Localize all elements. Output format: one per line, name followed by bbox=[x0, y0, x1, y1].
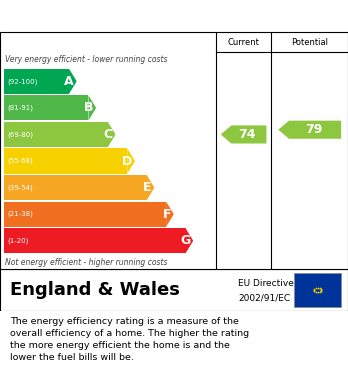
Text: D: D bbox=[122, 154, 132, 168]
Text: Very energy efficient - lower running costs: Very energy efficient - lower running co… bbox=[5, 54, 168, 63]
Polygon shape bbox=[147, 175, 155, 200]
Text: (81-91): (81-91) bbox=[7, 105, 33, 111]
Polygon shape bbox=[278, 121, 341, 139]
Text: (1-20): (1-20) bbox=[7, 237, 28, 244]
Text: Energy Efficiency Rating: Energy Efficiency Rating bbox=[9, 9, 211, 23]
Bar bbox=[4, 149, 127, 174]
Bar bbox=[4, 202, 166, 227]
Text: (55-68): (55-68) bbox=[7, 158, 33, 164]
Bar bbox=[4, 122, 108, 147]
Text: C: C bbox=[104, 128, 113, 141]
Polygon shape bbox=[88, 95, 96, 120]
Text: (21-38): (21-38) bbox=[7, 211, 33, 217]
Text: A: A bbox=[64, 75, 74, 88]
Polygon shape bbox=[69, 69, 77, 94]
Text: Current: Current bbox=[228, 38, 260, 47]
Bar bbox=[4, 95, 88, 120]
Polygon shape bbox=[127, 149, 135, 174]
Polygon shape bbox=[108, 122, 116, 147]
Text: 79: 79 bbox=[306, 123, 323, 136]
Text: B: B bbox=[84, 101, 93, 115]
Bar bbox=[4, 69, 69, 94]
Text: 74: 74 bbox=[238, 128, 255, 141]
Polygon shape bbox=[221, 126, 267, 143]
Text: (69-80): (69-80) bbox=[7, 131, 33, 138]
Text: E: E bbox=[143, 181, 152, 194]
Text: (39-54): (39-54) bbox=[7, 185, 33, 191]
Text: F: F bbox=[163, 208, 171, 221]
Bar bbox=[294, 273, 341, 307]
Polygon shape bbox=[185, 228, 193, 253]
Polygon shape bbox=[166, 202, 174, 227]
Bar bbox=[4, 175, 147, 200]
Bar bbox=[4, 228, 185, 253]
Text: Potential: Potential bbox=[291, 38, 328, 47]
Text: (92-100): (92-100) bbox=[7, 78, 37, 84]
Text: 2002/91/EC: 2002/91/EC bbox=[238, 293, 291, 302]
Text: EU Directive: EU Directive bbox=[238, 279, 294, 288]
Text: Not energy efficient - higher running costs: Not energy efficient - higher running co… bbox=[5, 258, 168, 267]
Text: G: G bbox=[180, 234, 190, 247]
Text: The energy efficiency rating is a measure of the
overall efficiency of a home. T: The energy efficiency rating is a measur… bbox=[10, 317, 250, 362]
Text: England & Wales: England & Wales bbox=[10, 281, 180, 299]
